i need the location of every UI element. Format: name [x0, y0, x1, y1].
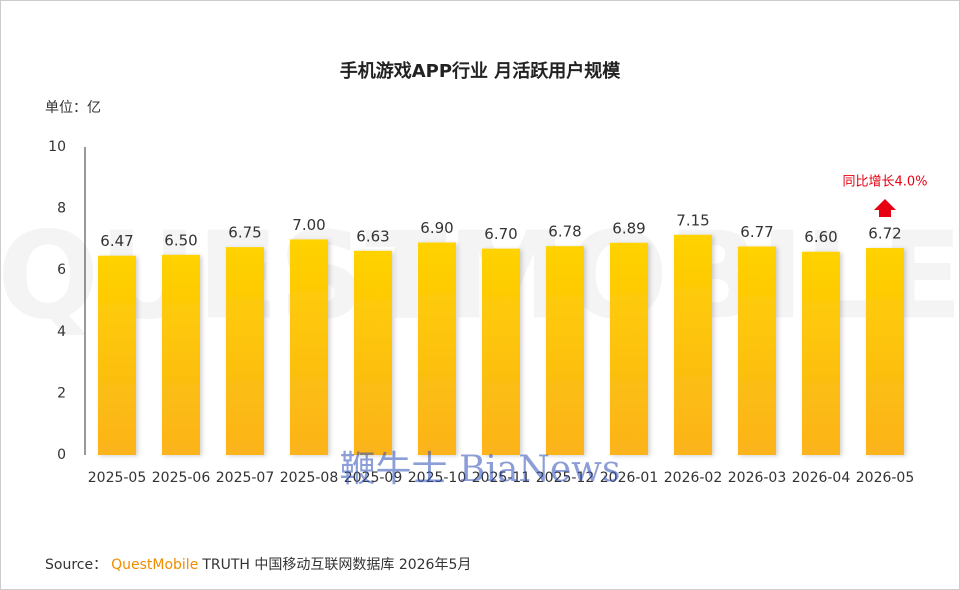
value-label: 6.72 — [868, 225, 901, 243]
bar — [546, 246, 584, 455]
bar — [866, 248, 904, 455]
x-tick-label: 2025-08 — [280, 470, 339, 486]
value-label: 6.75 — [228, 224, 261, 242]
x-tick-label: 2025-09 — [344, 470, 403, 486]
value-label: 6.50 — [164, 231, 197, 249]
source-prefix: Source： — [45, 557, 107, 573]
x-tick-label: 2026-02 — [664, 470, 723, 486]
source-brand: QuestMobile — [111, 557, 198, 573]
y-tick-label: 0 — [57, 447, 66, 463]
value-label: 7.15 — [676, 211, 709, 229]
value-label: 6.63 — [356, 227, 389, 245]
bar — [290, 239, 328, 455]
source-rest: TRUTH 中国移动互联网数据库 2026年5月 — [201, 557, 471, 573]
value-label: 6.70 — [484, 225, 517, 243]
bar — [98, 255, 136, 455]
value-label: 6.60 — [804, 228, 837, 246]
x-tick-label: 2025-07 — [216, 470, 275, 486]
bar — [610, 242, 648, 455]
x-tick-label: 2025-10 — [408, 470, 467, 486]
annotation: 同比增长4.0% — [842, 175, 927, 190]
x-tick-label: 2025-05 — [88, 470, 147, 486]
bar — [226, 247, 264, 455]
trend-arrow — [874, 199, 896, 218]
y-tick-label: 2 — [57, 385, 66, 401]
x-tick-label: 2025-06 — [152, 470, 211, 486]
chart-title: 手机游戏APP行业 月活跃用户规模 — [340, 60, 622, 82]
bar — [162, 254, 200, 455]
bar — [802, 251, 840, 455]
bar — [354, 250, 392, 455]
y-tick-label: 10 — [48, 139, 66, 155]
watermark: QUESTMOBILE — [0, 208, 960, 347]
x-tick-label: 2025-12 — [536, 470, 595, 486]
bar — [482, 248, 520, 455]
y-tick-label: 6 — [57, 262, 66, 278]
value-label: 6.47 — [100, 232, 133, 250]
y-tick-label: 8 — [57, 201, 66, 217]
x-tick-label: 2026-01 — [600, 470, 659, 486]
bar — [418, 242, 456, 455]
x-tick-label: 2025-11 — [472, 470, 531, 486]
value-label: 6.78 — [548, 223, 581, 241]
value-label: 7.00 — [292, 216, 325, 234]
x-tick-label: 2026-04 — [792, 470, 851, 486]
watermark: 鞭牛士 BiaNews — [340, 449, 621, 490]
y-tick-label: 4 — [57, 324, 66, 340]
source: Source： QuestMobile TRUTH 中国移动互联网数据库 2026年… — [45, 557, 471, 573]
value-label: 6.89 — [612, 219, 645, 237]
value-label: 6.77 — [740, 223, 773, 241]
bar — [738, 246, 776, 455]
unit-label: 单位：亿 — [45, 100, 101, 116]
value-label: 6.90 — [420, 219, 453, 237]
bar — [674, 234, 712, 455]
x-tick-label: 2026-03 — [728, 470, 787, 486]
x-tick-label: 2026-05 — [856, 470, 915, 486]
